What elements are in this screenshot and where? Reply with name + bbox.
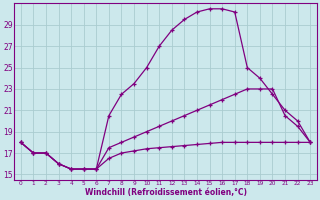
- X-axis label: Windchill (Refroidissement éolien,°C): Windchill (Refroidissement éolien,°C): [84, 188, 246, 197]
